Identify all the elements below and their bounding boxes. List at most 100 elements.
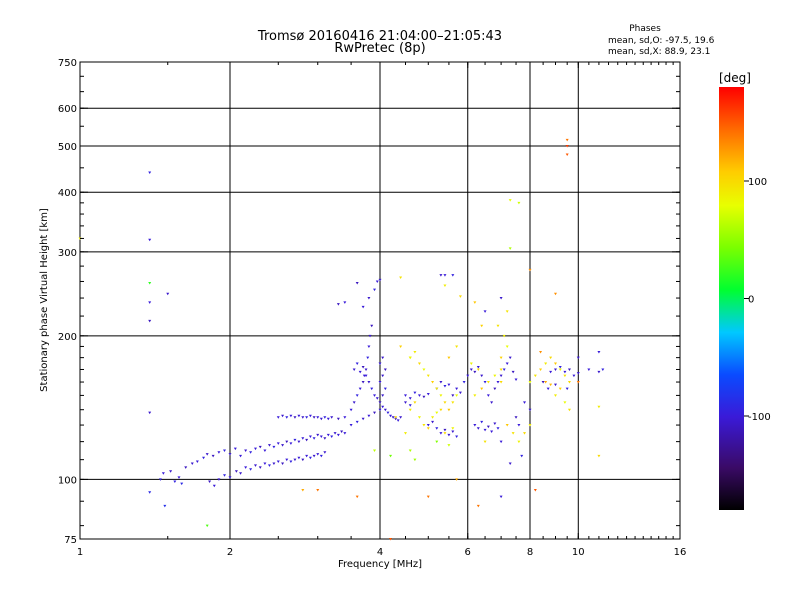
data-point [370,324,374,328]
data-point [312,416,316,419]
data-point [184,466,188,469]
data-point [375,397,379,400]
data-point [368,334,372,338]
data-point [367,414,371,418]
data-point [173,480,177,483]
data-point [426,424,430,427]
data-point [253,464,257,467]
data-point [281,462,285,465]
data-point [493,422,497,425]
phases-o-mode: mean, sd,O: -97.5, 19.6 [608,36,715,46]
data-point [565,138,569,142]
data-point [417,416,421,419]
data-point [403,401,407,404]
data-point [469,368,473,371]
data-point [312,437,316,440]
data-point [308,414,312,418]
data-point [455,394,459,397]
data-point [367,345,371,348]
data-point [383,408,387,412]
data-point [396,419,400,422]
y-tick-label: 100 [58,475,77,486]
data-point [563,370,567,374]
data-point [458,391,462,395]
data-point [508,247,512,250]
data-point [394,417,398,421]
data-point [323,437,327,440]
data-point [565,387,569,391]
data-point [234,470,238,473]
data-point [455,345,459,348]
data-point [308,435,312,439]
data-point [258,445,262,449]
y-tick-label: 75 [64,535,77,546]
data-point [340,430,344,434]
data-points [78,138,605,541]
y-tick-label: 600 [58,104,77,115]
data-point [355,420,359,424]
data-point [305,416,309,419]
data-point [319,417,323,421]
data-point [523,401,527,404]
x-tick-label: 2 [227,547,233,558]
data-point [443,274,447,277]
x-tick-label: 6 [465,547,471,558]
data-point [558,366,562,369]
data-point [408,408,412,412]
data-point [358,370,362,374]
data-point [483,440,487,444]
data-point [378,278,382,282]
data-point [239,472,243,475]
data-point [502,334,506,338]
x-axis: 1 2 4 6 8 10 16 [77,62,686,558]
data-point [476,504,480,508]
data-point [244,466,248,469]
data-point [601,368,605,371]
phases-heading: Phases [629,24,661,34]
data-point [148,238,152,242]
data-point [289,460,293,464]
data-point [493,387,497,391]
data-point [451,427,455,430]
y-tick-label: 500 [58,142,77,153]
data-point [399,276,403,280]
data-point [316,416,320,419]
data-point [499,495,503,499]
data-point [462,381,466,384]
data-point [364,368,368,371]
data-point [211,454,215,458]
phases-x-mode: mean, sd,X: 88.9, 23.1 [608,47,710,57]
data-point [435,411,439,415]
data-point [549,370,553,374]
data-point [528,424,532,427]
data-point [408,356,412,360]
data-point [443,401,447,404]
data-point [202,456,206,460]
x-tick-label: 1 [77,547,83,558]
data-point [447,444,451,447]
data-point [439,381,443,384]
y-axis: 75 100 200 300 400 500 600 750 [58,58,680,546]
data-point [533,489,537,492]
x-tick-label: 10 [572,547,585,558]
data-point [394,416,398,419]
data-point [563,401,567,404]
data-point [326,417,330,421]
data-point [305,454,309,458]
data-point [177,476,181,479]
data-point [447,408,451,412]
data-point [301,437,305,440]
data-point [473,394,477,397]
data-point [476,366,480,369]
data-point [297,414,301,418]
data-point [276,460,280,464]
data-point [180,482,184,486]
data-point [417,394,421,397]
data-point [205,524,209,528]
data-point [511,432,515,435]
x-axis-label: Frequency [MHz] [338,559,422,570]
data-point [443,384,447,388]
data-point [301,458,305,462]
y-axis-label: Stationary phase Virtual Height [km] [39,208,50,392]
data-point [549,383,553,387]
